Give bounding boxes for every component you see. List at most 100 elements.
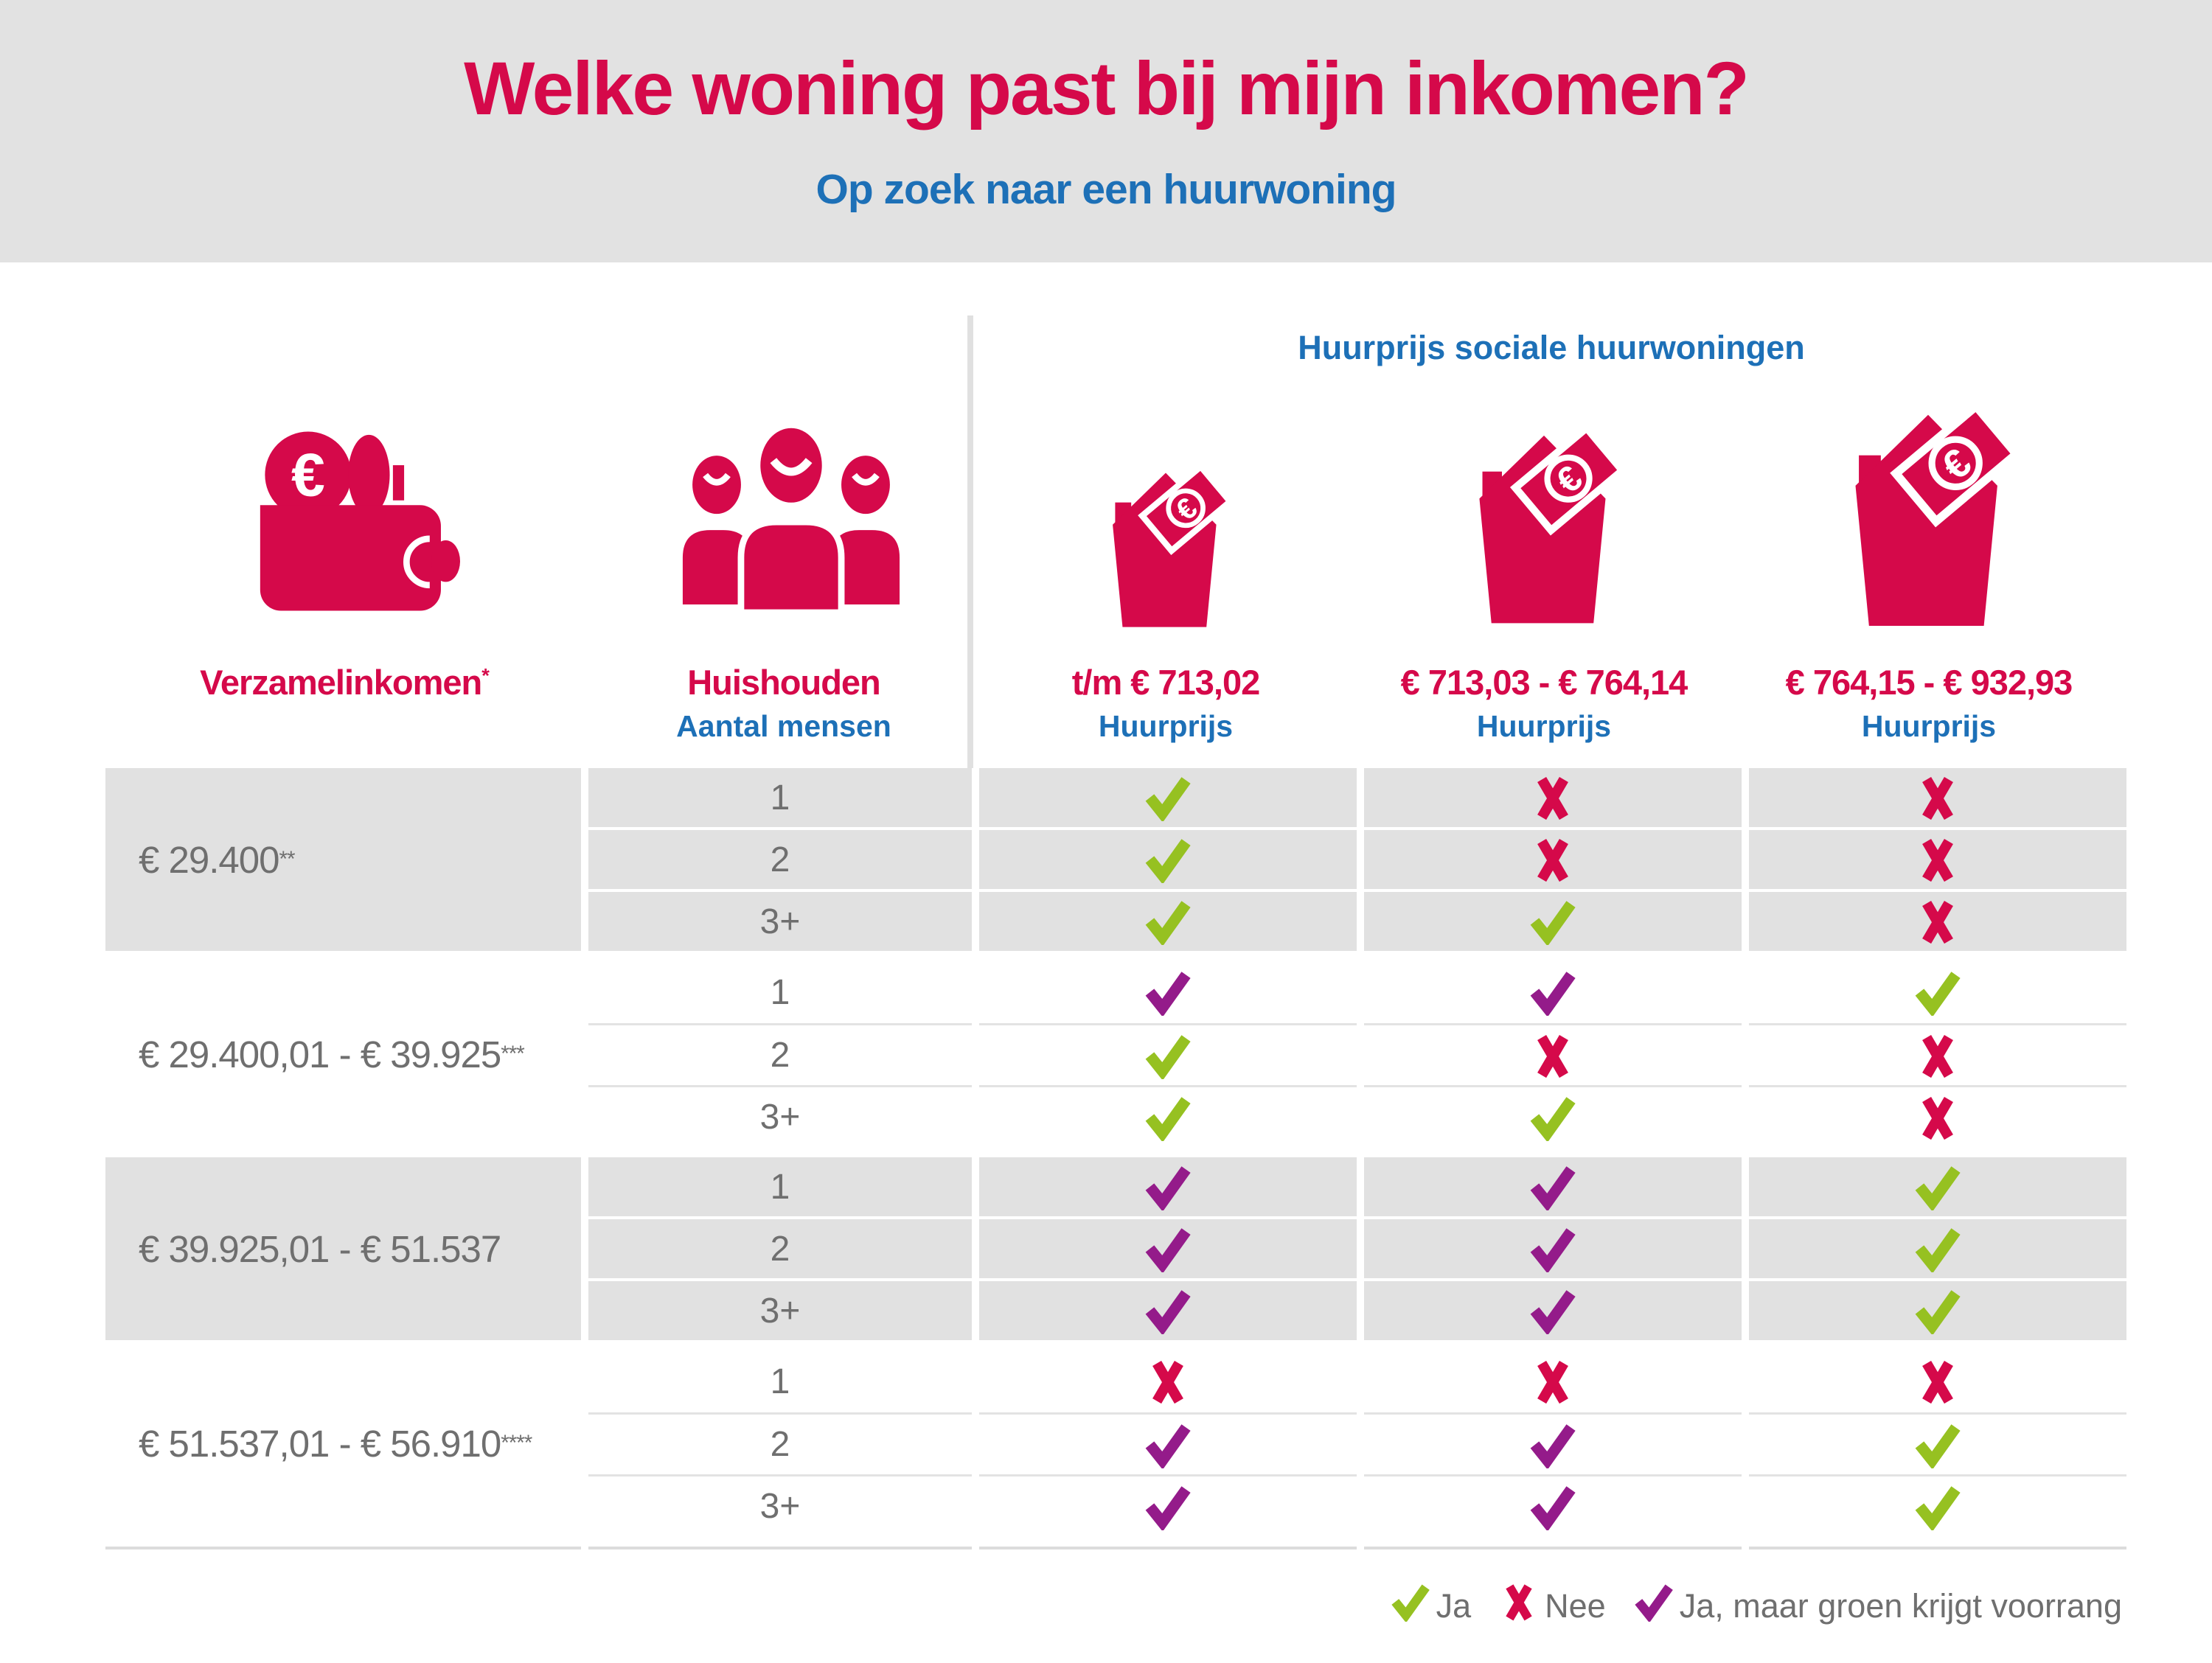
income-group-3: € 39.925,01 - € 51.537 1 2 3+ (105, 1157, 2126, 1340)
result-cell (1749, 1474, 2126, 1536)
result-cell (979, 1474, 1357, 1536)
income-group-2: € 29.400,01 - € 39.925 *** 1 2 3+ (105, 961, 2126, 1147)
household-size: 3+ (588, 1085, 972, 1147)
household-size: 1 (588, 1157, 972, 1216)
cross-icon (1537, 776, 1568, 820)
result-cell (1749, 892, 2126, 951)
income-group-1: € 29.400 ** 1 2 3+ (105, 768, 2126, 951)
check-icon (1915, 1485, 1961, 1530)
price-column-2-header: € 713,03 - € 764,14 (1400, 663, 1688, 702)
income-column-header: Verzamelinkomen* (200, 663, 490, 702)
price-column-2-subheader: Huurprijs (1476, 709, 1612, 743)
check-icon (1915, 972, 1961, 1016)
result-cell (1364, 1085, 1742, 1147)
result-cell (979, 830, 1357, 889)
income-range: € 39.925,01 - € 51.537 (105, 1157, 581, 1340)
check-icon (1145, 1290, 1191, 1334)
legend-item-priority: Ja, maar groen krijgt voorrang (1634, 1582, 2122, 1630)
household-size: 3+ (588, 1281, 972, 1340)
household-size: 1 (588, 768, 972, 827)
result-cell (1749, 1281, 2126, 1340)
result-cell (1364, 1281, 1742, 1340)
check-icon (1530, 1485, 1576, 1530)
result-cell (1364, 892, 1742, 951)
house-money-icon-large: € (1835, 400, 2023, 630)
result-cell (979, 1023, 1357, 1085)
check-icon (1145, 972, 1191, 1016)
check-icon (1391, 1584, 1430, 1623)
household-size: 2 (588, 1023, 972, 1085)
check-icon (1915, 1166, 1961, 1210)
table-bottom-border (105, 1547, 2126, 1549)
house-money-icon-medium: € (1461, 422, 1628, 627)
legend: Ja Nee Ja, maar groen krijgt voorrang (1391, 1582, 2122, 1630)
check-icon (1145, 901, 1191, 945)
legend-check-purple (1634, 1582, 1674, 1630)
cross-icon (1506, 1584, 1532, 1621)
result-cell (979, 1085, 1357, 1147)
legend-label: Ja (1436, 1586, 1472, 1625)
page-subtitle: Op zoek naar een huurwoning (815, 166, 1397, 213)
household-size: 2 (588, 1219, 972, 1278)
check-icon (1145, 1485, 1191, 1530)
cross-icon (1922, 838, 1953, 882)
result-cell (1749, 1219, 2126, 1278)
check-icon (1530, 1423, 1576, 1468)
cross-icon (1537, 1034, 1568, 1078)
cross-icon (1537, 838, 1568, 882)
check-icon (1145, 1034, 1191, 1079)
legend-item-no: Nee (1499, 1582, 1606, 1630)
income-range: € 29.400,01 - € 39.925 *** (139, 1033, 525, 1075)
result-cell (1749, 1350, 2126, 1412)
household-size: 2 (588, 1412, 972, 1474)
house-money-icon-small: € (1098, 462, 1235, 630)
result-cell (1364, 768, 1742, 827)
result-cell (1364, 830, 1742, 889)
result-cell (979, 961, 1357, 1023)
result-cell (1749, 768, 2126, 827)
result-cell (979, 768, 1357, 827)
result-cell (979, 1412, 1357, 1474)
svg-text:€: € (291, 441, 325, 509)
price-column-3-subheader: Huurprijs (1861, 709, 1997, 743)
cross-icon (1152, 1360, 1183, 1404)
result-cell (1749, 961, 2126, 1023)
result-cell (1364, 1350, 1742, 1412)
result-cell (979, 1219, 1357, 1278)
result-cell (979, 892, 1357, 951)
household-column-subheader: Aantal mensen (676, 709, 891, 743)
check-icon (1145, 1166, 1191, 1210)
household-size: 3+ (588, 892, 972, 951)
legend-item-yes: Ja (1391, 1582, 1472, 1630)
result-cell (1749, 830, 2126, 889)
result-cell (979, 1281, 1357, 1340)
legend-label: Nee (1545, 1586, 1606, 1625)
result-cell (1364, 1023, 1742, 1085)
legend-cross-red (1499, 1582, 1539, 1630)
check-icon (1145, 1423, 1191, 1468)
result-cell (1749, 1023, 2126, 1085)
household-size: 1 (770, 972, 790, 1012)
result-cell (1749, 1157, 2126, 1216)
result-cell (1364, 1412, 1742, 1474)
price-column-1-subheader: Huurprijs (1098, 709, 1234, 743)
check-icon (1915, 1290, 1961, 1334)
check-icon (1145, 1228, 1191, 1272)
result-cell (1364, 1157, 1742, 1216)
household-people-icon (669, 422, 913, 621)
check-icon (1915, 1228, 1961, 1272)
price-column-3-header: € 764,15 - € 932,93 (1785, 663, 2073, 702)
legend-label: Ja, maar groen krijgt voorrang (1679, 1586, 2122, 1625)
household-size: 3+ (588, 1474, 972, 1536)
price-column-1-header: t/m € 713,02 (1071, 663, 1261, 702)
social-rent-header: Huurprijs sociale huurwoningen (1298, 329, 1805, 366)
cross-icon (1922, 1034, 1953, 1078)
result-cell (1749, 1412, 2126, 1474)
cross-icon (1922, 900, 1953, 944)
check-icon (1530, 972, 1576, 1016)
check-icon (1915, 1423, 1961, 1468)
check-icon (1145, 777, 1191, 821)
result-cell (979, 1157, 1357, 1216)
vertical-divider (967, 315, 973, 768)
